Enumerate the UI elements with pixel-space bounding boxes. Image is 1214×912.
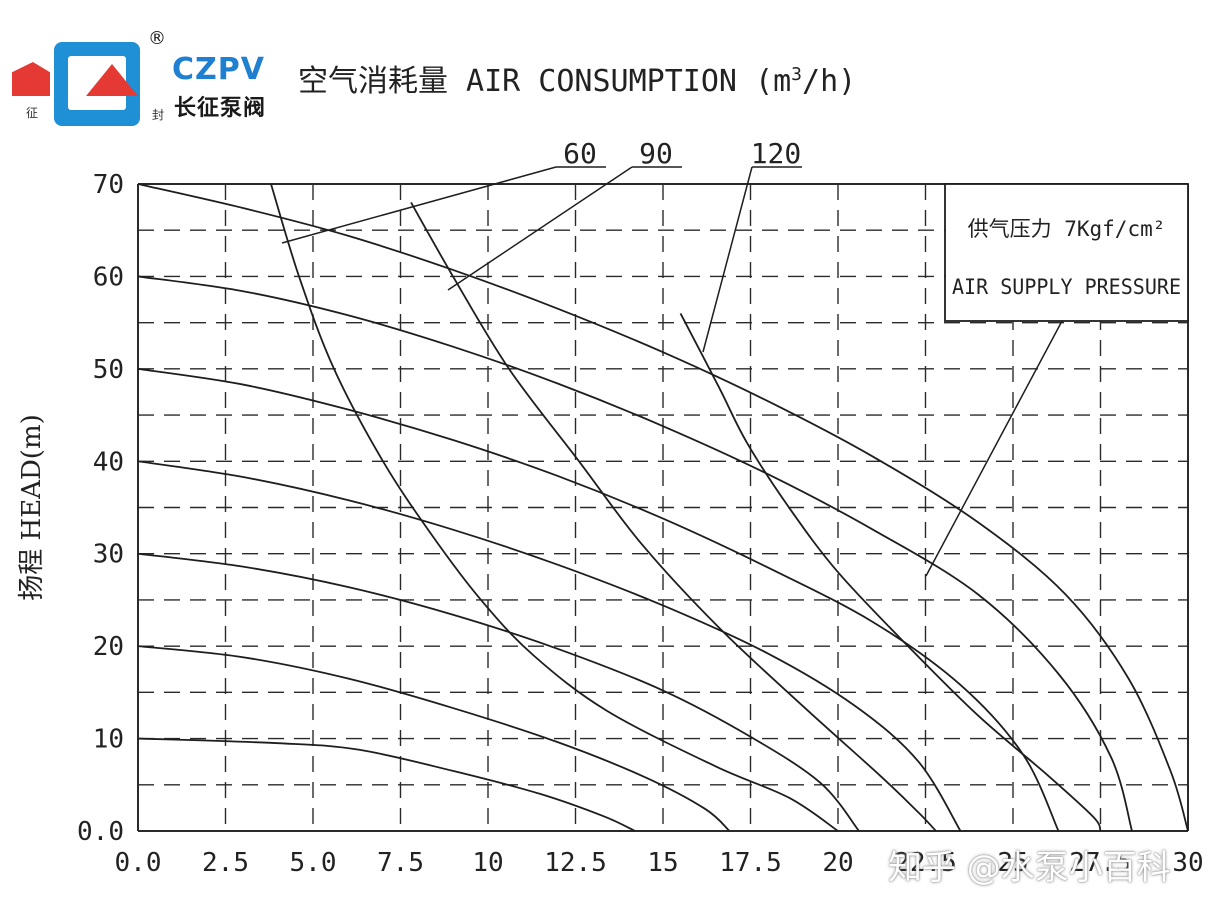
air-label-leader [702,166,753,353]
y-tick-label: 60 [93,262,124,292]
air-consumption-label: 60 [563,137,597,170]
x-tick-label: 5.0 [290,848,337,878]
y-tick-label: 20 [93,632,124,662]
chart-title-main: 空气消耗量 AIR CONSUMPTION (m [298,64,792,99]
x-tick-label: 17.5 [719,848,782,878]
air-label-leader [281,166,557,244]
y-tick-label: 40 [93,447,124,477]
head-curve-1 [137,645,731,832]
chart-title-sup: 3 [791,64,803,85]
head-curve-0 [137,737,636,832]
y-tick-label: 10 [93,725,124,755]
air-consumption-label: 120 [751,137,802,170]
air-consumption-label: 90 [639,137,673,170]
y-tick-label: 0.0 [77,817,124,847]
brand-name-cn: 长征泵阀 [174,96,267,121]
logo-small-text-left: 征 [26,106,39,120]
head-curve-5 [137,275,1133,832]
logo-small-text-right: 封 [152,108,165,122]
legend-leader [925,320,1063,577]
air-curve-1 [410,202,937,832]
y-tick-label: 50 [93,355,124,385]
y-tick-label: 70 [93,170,124,200]
x-tick-label: 12.5 [544,848,607,878]
air-supply-legend-box [944,183,1189,322]
legend-line-cn: 供气压力 7Kgf/cm² [968,217,1166,241]
x-tick-label: 15 [647,848,678,878]
head-curve-2 [137,552,860,832]
air-label-leader [447,166,633,291]
x-tick-label: 30 [1172,848,1203,878]
x-tick-label: 7.5 [377,848,424,878]
x-tick-label: 0.0 [115,848,162,878]
chart-title: 空气消耗量 AIR CONSUMPTION (m3/h) [298,56,856,100]
x-tick-label: 2.5 [202,848,249,878]
x-tick-label: 20 [822,848,853,878]
y-tick-label: 30 [93,540,124,570]
watermark: 知乎 @水泵小百科 [888,848,1171,888]
x-tick-label: 22.5 [894,848,957,878]
x-tick-label: 10 [472,848,503,878]
x-tick-label: 25 [997,848,1028,878]
head-curve-3 [137,460,962,832]
air-curve-60 [270,183,839,832]
air-curve-120 [679,312,1102,832]
brand-name-en: CZPV [172,52,265,87]
head-curve-4 [137,367,1060,832]
head-curve-6 [137,183,1189,832]
legend-line-en: AIR SUPPLY PRESSURE [952,275,1181,299]
chart-title-end: /h) [802,64,857,99]
registered-mark: ® [148,28,166,49]
x-tick-label: 27.5 [1069,848,1132,878]
logo-mountain-icon [86,64,138,96]
y-axis-label: 扬程 HEAD(m) [17,414,47,600]
